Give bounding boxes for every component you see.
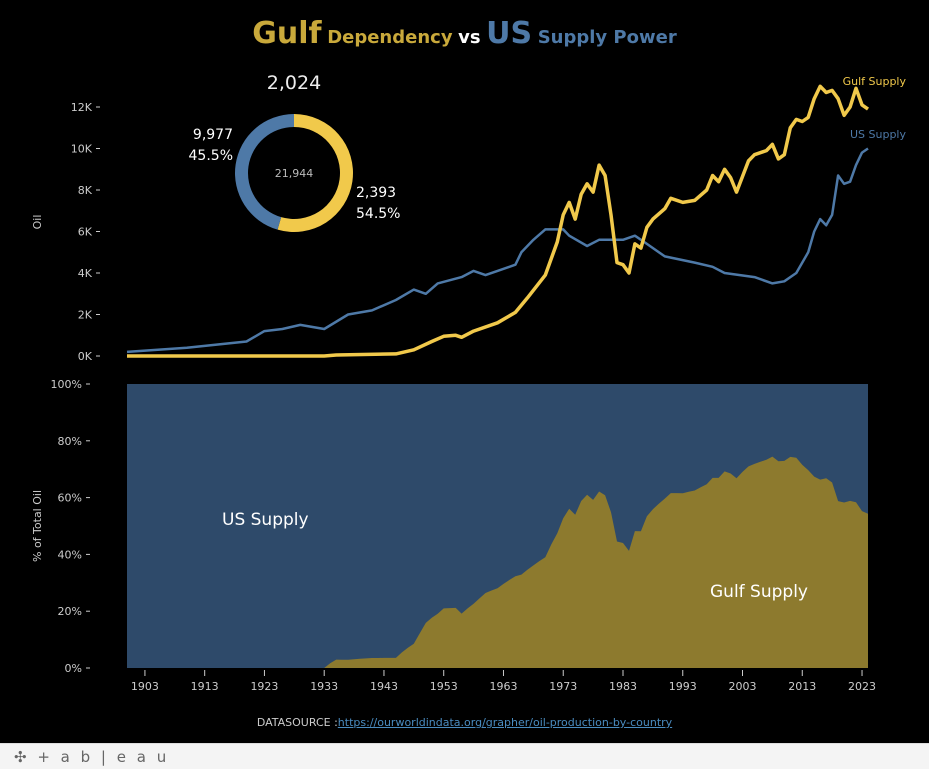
series-label-gulf: Gulf Supply	[843, 75, 907, 88]
title-supply-power: Supply Power	[537, 27, 677, 48]
tableau-bar: ✣ + a b | e a u	[0, 743, 929, 769]
x-tick-label: 1923	[250, 680, 278, 693]
line-us	[126, 147, 869, 354]
chart-canvas: 0K 2K 4K 6K 8K 10K 12K Oil Gulf Supply US Supply 2…	[31, 72, 907, 693]
y-tick-label: 8K	[78, 184, 93, 197]
area-label-us: US Supply	[222, 510, 309, 530]
x-tick-label: 1933	[310, 680, 338, 693]
y-tick-label: 20%	[58, 605, 82, 618]
datasource-link[interactable]: https://ourworldindata.org/grapher/oil-p…	[337, 716, 673, 729]
x-tick-label: 1913	[191, 680, 219, 693]
footer: DATASOURCE :https://ourworldindata.org/g…	[0, 716, 929, 729]
tableau-logo[interactable]: ✣ + a b | e a u	[14, 748, 170, 766]
title-us: US	[486, 16, 533, 51]
y-tick-label: 10K	[71, 143, 93, 156]
title-gulf: Gulf	[252, 16, 322, 51]
datasource-label: DATASOURCE :	[256, 716, 338, 729]
x-tick-label: 1903	[131, 680, 159, 693]
x-tick-label: 2013	[788, 680, 816, 693]
donut-us-value: 9,977	[193, 127, 233, 143]
x-tick-label: 1973	[549, 680, 577, 693]
y-tick-label: 60%	[58, 492, 82, 505]
x-tick-label: 1983	[609, 680, 637, 693]
title-vs: vs	[458, 27, 481, 48]
donut-us-pct: 45.5%	[189, 148, 233, 164]
y-tick-label: 0K	[78, 350, 93, 363]
x-tick-label: 1943	[370, 680, 398, 693]
title-dependency: Dependency	[327, 27, 453, 48]
y-tick-label: 6K	[78, 226, 93, 239]
y-axis-label: Oil	[31, 215, 44, 230]
x-tick-label: 2023	[848, 680, 876, 693]
x-tick-label: 1953	[430, 680, 458, 693]
donut-gulf-pct: 54.5%	[356, 206, 400, 222]
x-tick-label: 1993	[669, 680, 697, 693]
donut-gulf-value: 2,393	[356, 185, 396, 201]
donut-year: 2,024	[267, 72, 321, 94]
donut-slice-us	[234, 114, 294, 230]
y-tick-label: 100%	[51, 378, 82, 391]
tableau-wordmark: + a b | e a u	[37, 748, 170, 766]
y-axis-label: % of Total Oil	[31, 490, 44, 562]
line-gulf	[127, 84, 870, 358]
x-tick-label: 2003	[729, 680, 757, 693]
dashboard-title: Gulf Dependency vs US Supply Power	[0, 16, 929, 51]
series-label-us: US Supply	[850, 128, 907, 141]
area-label-gulf: Gulf Supply	[710, 582, 808, 602]
donut-slice-gulf	[277, 114, 353, 232]
y-tick-label: 80%	[58, 435, 82, 448]
x-tick-label: 1963	[489, 680, 517, 693]
y-tick-label: 12K	[71, 101, 93, 114]
y-tick-label: 4K	[78, 267, 93, 280]
y-tick-label: 0%	[65, 662, 82, 675]
area-gulf	[127, 456, 868, 668]
y-tick-label: 40%	[58, 548, 82, 561]
y-tick-label: 2K	[78, 309, 93, 322]
donut-total: 21,944	[275, 167, 314, 180]
